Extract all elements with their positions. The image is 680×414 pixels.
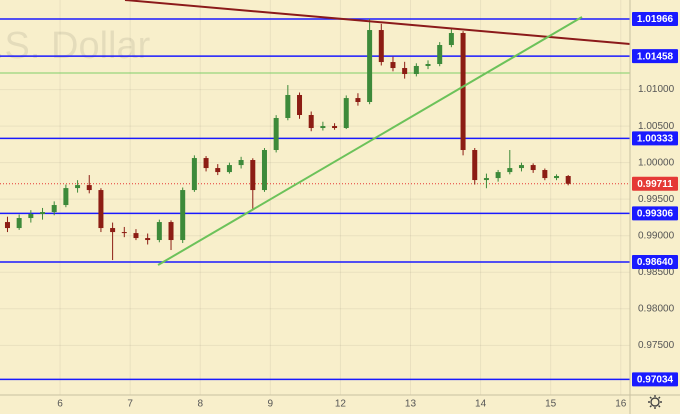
- candle-body: [402, 68, 408, 75]
- price-label-box: [632, 131, 678, 146]
- price-label: 0.99306: [637, 208, 674, 219]
- trendline: [157, 16, 583, 266]
- watermark: .S. Dollar: [0, 25, 151, 67]
- candle-body: [145, 238, 151, 241]
- candle-body: [367, 30, 373, 103]
- candle-body: [215, 168, 221, 173]
- settings-icon[interactable]: [648, 395, 662, 409]
- candle-body: [542, 170, 548, 179]
- price-label: 1.01458: [637, 51, 674, 62]
- candle-body: [4, 222, 10, 229]
- candle-body: [460, 33, 466, 151]
- candle-body: [156, 222, 162, 241]
- candle-body: [121, 232, 127, 234]
- price-label-box: [632, 255, 678, 270]
- candle-body: [28, 214, 34, 219]
- candle-body: [273, 118, 279, 151]
- candle-body: [98, 190, 104, 229]
- candle-body: [180, 190, 186, 241]
- y-tick-label: 0.99000: [638, 230, 675, 241]
- candle-body: [51, 205, 57, 213]
- candle-body: [390, 62, 396, 69]
- candle-body: [238, 160, 244, 166]
- candle-body: [250, 160, 256, 191]
- price-label: 0.97034: [637, 375, 674, 386]
- candle-body: [16, 218, 22, 229]
- candle-body: [343, 98, 349, 129]
- y-tick-label: 1.01000: [638, 84, 675, 95]
- candle-body: [261, 150, 267, 191]
- price-label: 0.99711: [637, 179, 673, 190]
- candle-body: [378, 30, 384, 63]
- candle-body: [133, 233, 139, 239]
- candle-body: [472, 150, 478, 181]
- candle-body: [285, 94, 291, 119]
- x-tick-label: 12: [335, 399, 347, 410]
- candle-body: [518, 165, 524, 169]
- x-tick-label: 7: [127, 399, 133, 410]
- price-label: 1.01966: [637, 14, 674, 25]
- price-label-box: [632, 49, 678, 64]
- candle-body: [191, 158, 197, 191]
- candle-body: [308, 115, 314, 129]
- price-label-box: [632, 206, 678, 221]
- candle-body: [437, 45, 443, 65]
- candle-body: [413, 65, 419, 75]
- candle-body: [530, 165, 536, 171]
- candle-body: [320, 126, 326, 129]
- candle-body: [226, 165, 232, 173]
- candle-body: [332, 126, 338, 129]
- candle-body: [507, 168, 513, 173]
- y-tick-label: 1.00500: [638, 121, 675, 132]
- candle-body: [565, 176, 571, 184]
- trendline: [124, 0, 631, 45]
- candle-body: [355, 98, 361, 103]
- candle-body: [495, 172, 501, 179]
- candle-body: [110, 228, 116, 233]
- candle-body: [86, 185, 92, 191]
- y-tick-label: 0.98500: [638, 267, 675, 278]
- candle-body: [425, 64, 431, 66]
- price-label: 0.98640: [637, 257, 674, 268]
- candle-body: [483, 178, 489, 181]
- x-tick-label: 16: [615, 399, 627, 410]
- y-tick-label: 0.99500: [638, 194, 675, 205]
- x-tick-label: 9: [268, 399, 274, 410]
- candle-body: [63, 188, 69, 206]
- price-label: 1.00333: [637, 133, 674, 144]
- candle-body: [75, 185, 81, 189]
- y-tick-label: 0.98000: [638, 303, 675, 314]
- candle-body: [448, 33, 454, 46]
- price-label-box: [632, 372, 678, 387]
- candle-body: [168, 222, 174, 241]
- x-tick-label: 13: [405, 399, 417, 410]
- candle-body: [40, 212, 46, 215]
- y-tick-label: 0.97500: [638, 340, 675, 351]
- price-label-box: [632, 176, 678, 191]
- x-tick-label: 15: [545, 399, 557, 410]
- plot-area: [0, 0, 631, 395]
- x-tick-label: 14: [475, 399, 487, 410]
- x-tick-label: 8: [197, 399, 203, 410]
- y-tick-label: 1.00000: [638, 157, 675, 168]
- candle-body: [203, 158, 209, 169]
- candle-body: [554, 176, 560, 179]
- x-tick-label: 6: [57, 399, 63, 410]
- candle-body: [297, 94, 303, 116]
- price-label-box: [632, 11, 678, 26]
